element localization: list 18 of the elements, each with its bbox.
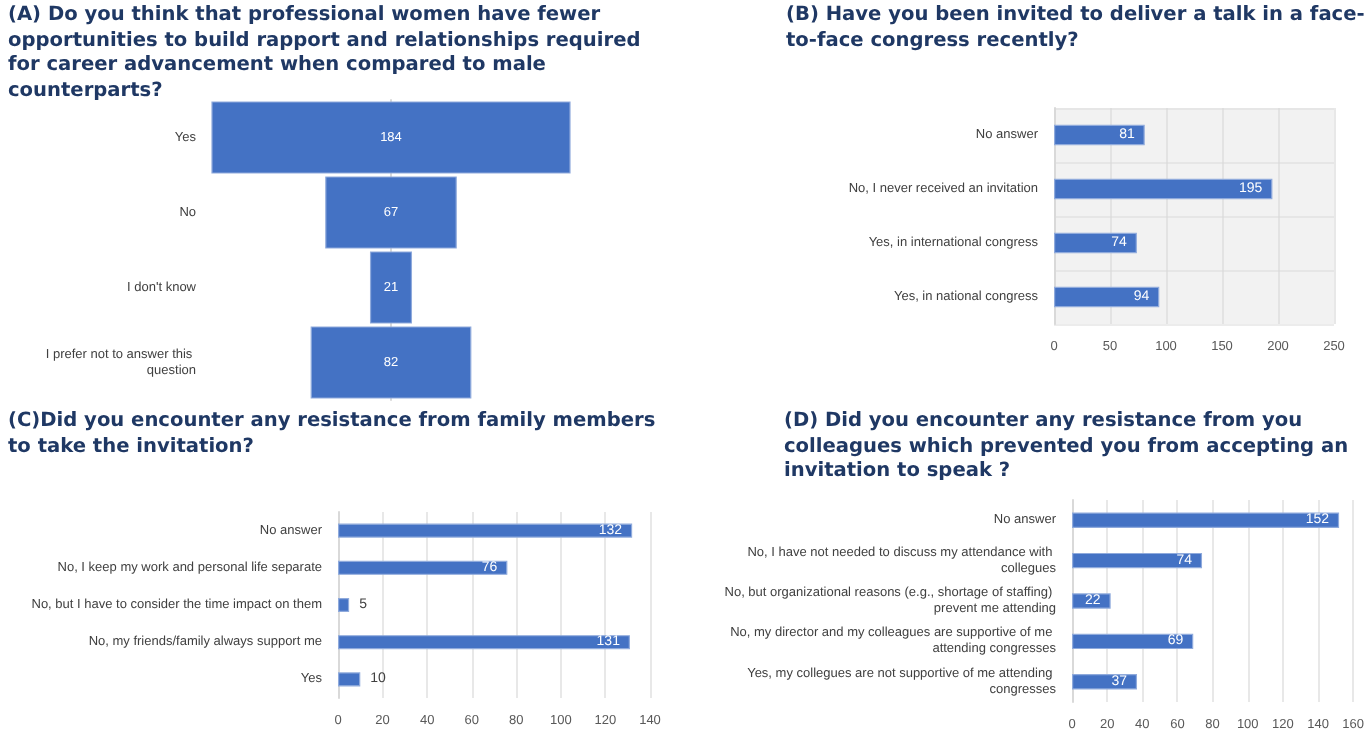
- bar: [1054, 178, 1273, 200]
- chart-title: (C)Did you encounter any resistance from family members to take the invitation?: [8, 410, 658, 460]
- bar: [1072, 593, 1111, 609]
- bar: [338, 672, 361, 687]
- bar: [1072, 552, 1203, 569]
- bar: [1072, 512, 1340, 528]
- bar: [1054, 232, 1137, 254]
- bar: [338, 635, 630, 650]
- chart-title: (D) Did you encounter any resistance from you colleagues which prevented you from accepting an invitation to speak ?: [784, 410, 1351, 485]
- bar: [1072, 633, 1194, 650]
- bar: [338, 560, 508, 575]
- text: (A) Do you think that professional women have fewer opportunities to build rapport and relationships required for career advancement when compared to male counterparts?: [8, 4, 643, 104]
- bar: [1054, 286, 1160, 308]
- bar: [338, 597, 350, 613]
- bar: [338, 523, 633, 538]
- bar: [1072, 674, 1138, 690]
- bar: [1054, 124, 1145, 146]
- chart-title: (B) Have you been invited to deliver a talk in a face-to-face congress recently?: [786, 4, 1366, 54]
